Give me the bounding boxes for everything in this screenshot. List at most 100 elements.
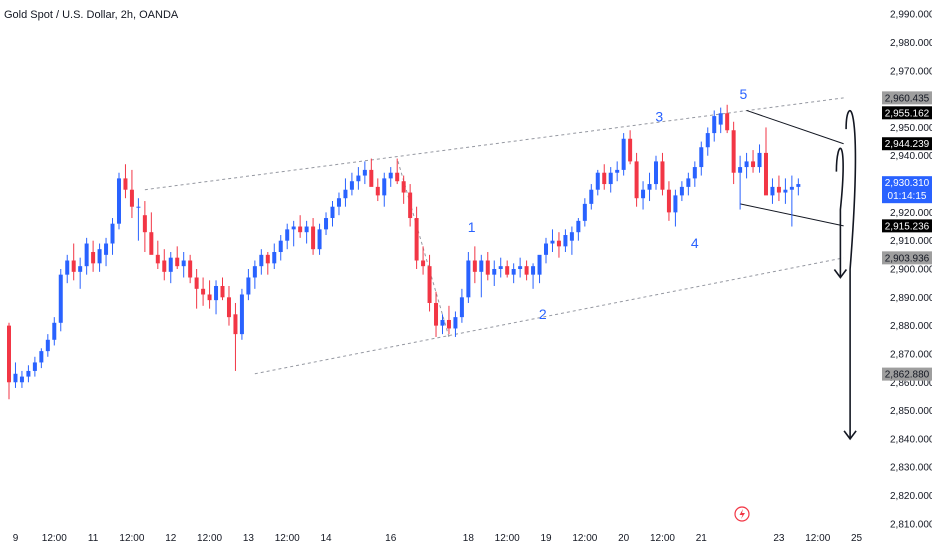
- candle-body: [434, 302, 439, 326]
- candle-body: [531, 266, 536, 275]
- candle-body: [181, 260, 186, 267]
- price-badge: [882, 176, 932, 204]
- candle-body: [414, 218, 419, 261]
- candle-body: [168, 257, 173, 272]
- candle-body: [738, 167, 743, 173]
- candle-body: [589, 189, 594, 204]
- y-tick-label: 2,810.000: [890, 519, 932, 530]
- candle-body: [13, 373, 18, 383]
- candle-body: [45, 339, 50, 352]
- arrow-head: [833, 269, 848, 279]
- x-tick-label: 12:00: [42, 533, 67, 544]
- candle-body: [58, 274, 63, 323]
- candle-body: [311, 226, 316, 250]
- candle-body: [136, 206, 141, 208]
- candle-body: [175, 257, 180, 267]
- candle-body: [129, 189, 134, 207]
- y-tick-label: 2,820.000: [890, 491, 932, 502]
- channel-line: [144, 97, 844, 191]
- candle-body: [149, 232, 154, 255]
- candle-body: [595, 172, 600, 190]
- x-tick-label: 21: [696, 533, 708, 544]
- x-tick-label: 14: [320, 533, 332, 544]
- candle-body: [123, 178, 128, 190]
- candle-body: [291, 226, 296, 230]
- candle-body: [116, 178, 121, 224]
- candle-body: [201, 288, 206, 295]
- arrow-head: [843, 430, 857, 441]
- candle-body: [505, 266, 510, 275]
- candle-body: [214, 285, 219, 301]
- x-tick-label: 12:00: [650, 533, 675, 544]
- candle-body: [110, 223, 115, 244]
- y-tick-label: 2,970.000: [890, 66, 932, 77]
- price-badge-label: 2,915.236: [885, 221, 930, 232]
- y-tick-label: 2,940.000: [890, 151, 932, 162]
- candle-body: [440, 319, 445, 326]
- candle-body: [518, 266, 523, 269]
- candle-body: [550, 240, 555, 244]
- candle-body: [776, 186, 781, 193]
- candle-body: [382, 178, 387, 196]
- candle-body: [731, 130, 736, 173]
- candle-body: [582, 203, 587, 221]
- x-tick-label: 16: [385, 533, 397, 544]
- candle-body: [660, 161, 665, 190]
- candle-body: [304, 226, 309, 233]
- candle-body: [401, 181, 406, 193]
- price-badge-label: 2,955.162: [885, 108, 930, 119]
- projection-arrow: [835, 147, 844, 278]
- candle-body: [751, 161, 756, 168]
- x-tick-label: 12:00: [805, 533, 830, 544]
- candle-body: [226, 297, 231, 318]
- candle-body: [427, 266, 432, 303]
- x-tick-label: 12:00: [275, 533, 300, 544]
- price-badge-label: 2,930.310: [885, 178, 930, 189]
- wave-label: 5: [739, 86, 747, 102]
- candle-body: [446, 319, 451, 329]
- candle-body: [26, 370, 31, 377]
- y-tick-label: 2,870.000: [890, 349, 932, 360]
- wave-label: 3: [655, 108, 663, 124]
- y-tick-label: 2,920.000: [890, 208, 932, 219]
- candle-body: [744, 161, 749, 168]
- candle-body: [725, 113, 730, 131]
- wave-label: 2: [539, 306, 547, 322]
- candle-body: [686, 178, 691, 187]
- countdown-label: 01:14:15: [888, 191, 927, 202]
- candle-body: [78, 266, 83, 272]
- candle-body: [369, 169, 374, 187]
- candle-body: [362, 169, 367, 176]
- candle-body: [7, 325, 11, 383]
- candle-body: [220, 285, 225, 298]
- candle-body: [757, 152, 762, 168]
- y-tick-label: 2,890.000: [890, 293, 932, 304]
- candle-body: [524, 266, 529, 275]
- y-tick-label: 2,880.000: [890, 321, 932, 332]
- x-tick-label: 18: [463, 533, 475, 544]
- y-tick-label: 2,860.000: [890, 378, 932, 389]
- price-badge-label: 2,944.239: [885, 139, 930, 150]
- lightning-icon[interactable]: [734, 506, 750, 522]
- x-tick-label: 12:00: [197, 533, 222, 544]
- candle-body: [459, 297, 464, 318]
- candle-body: [679, 186, 684, 196]
- wave-label: 1: [468, 219, 476, 235]
- candle-body: [285, 229, 290, 241]
- candle-body: [466, 260, 471, 298]
- y-tick-label: 2,830.000: [890, 463, 932, 474]
- x-tick-label: 12: [165, 533, 177, 544]
- x-tick-label: 12:00: [495, 533, 520, 544]
- candle-body: [155, 254, 160, 264]
- candle-body: [349, 181, 354, 190]
- candle-body: [52, 322, 57, 340]
- candle-body: [492, 269, 497, 275]
- price-badge: [882, 367, 932, 381]
- price-badge: [882, 91, 932, 105]
- candle-body: [479, 260, 484, 272]
- x-tick-label: 20: [618, 533, 630, 544]
- candle-body: [763, 152, 768, 196]
- y-tick-label: 2,840.000: [890, 434, 932, 445]
- candle-body: [91, 252, 96, 264]
